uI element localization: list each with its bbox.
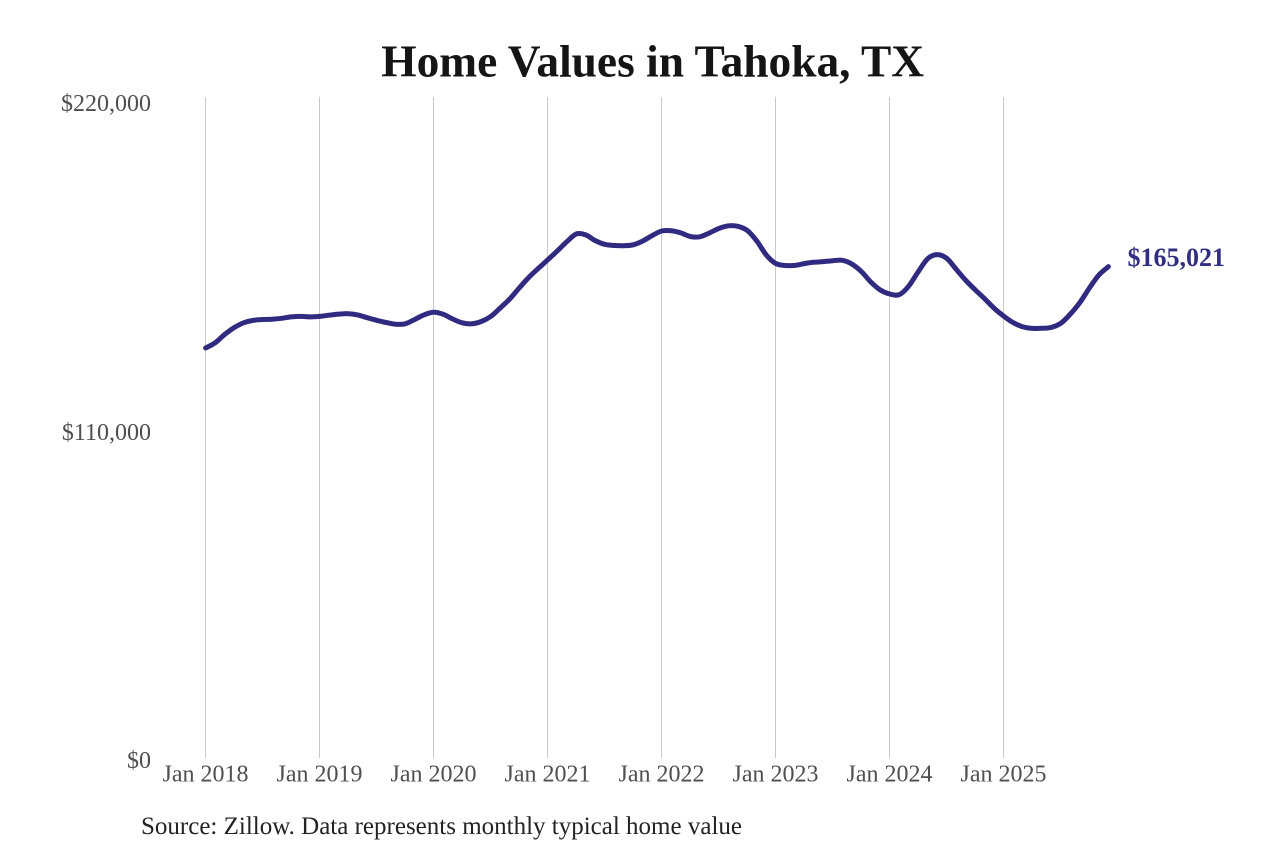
svg-text:Jan 2025: Jan 2025 [961,762,1047,788]
svg-text:Jan 2019: Jan 2019 [277,762,363,788]
svg-text:Jan 2018: Jan 2018 [163,762,249,788]
svg-text:$220,000: $220,000 [61,91,151,117]
svg-text:$165,021: $165,021 [1128,243,1226,272]
svg-text:Jan 2022: Jan 2022 [619,762,705,788]
svg-text:Home Values in Tahoka, TX: Home Values in Tahoka, TX [381,36,924,86]
svg-text:Jan 2023: Jan 2023 [733,762,819,788]
svg-text:Jan 2024: Jan 2024 [847,762,933,788]
svg-text:$0: $0 [127,748,151,774]
svg-text:Jan 2021: Jan 2021 [505,762,591,788]
svg-text:$110,000: $110,000 [62,420,151,446]
svg-text:Source: Zillow. Data represent: Source: Zillow. Data represents monthly … [141,813,742,840]
svg-text:Jan 2020: Jan 2020 [391,762,477,788]
